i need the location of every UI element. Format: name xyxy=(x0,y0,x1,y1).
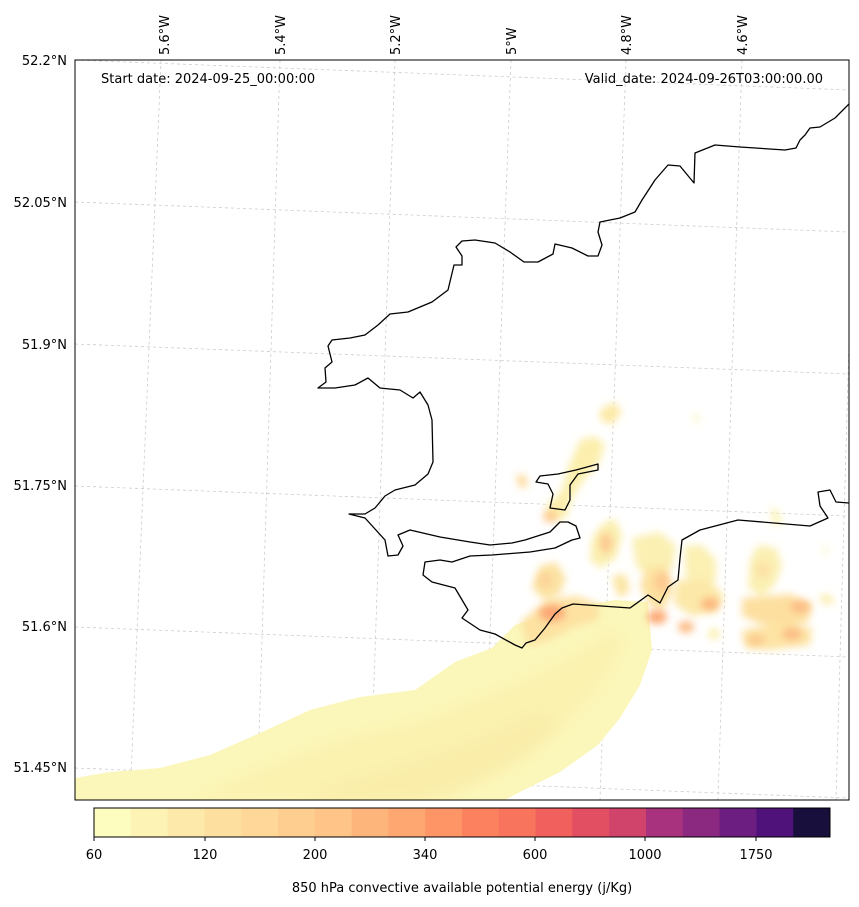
cape-cell-20 xyxy=(822,546,828,556)
colorbar-tick-label-60: 60 xyxy=(86,848,103,863)
colorbar-segment-19 xyxy=(793,808,831,837)
colorbar: 60 120 200 340 600 1000 1750 850 hPa con… xyxy=(86,807,831,896)
lat-label-51.9N: 51.9°N xyxy=(22,338,67,353)
colorbar-segment-12 xyxy=(535,808,573,837)
colorbar-segment-4 xyxy=(241,808,279,837)
cape-hotspot-9 xyxy=(655,572,669,592)
lat-label-51.6N: 51.6°N xyxy=(22,620,67,635)
lon-label-4.8W: 4.8°W xyxy=(620,15,635,55)
cape-hotspot-3 xyxy=(678,621,694,633)
valid-date-label: Valid_date: 2024-09-26T03:00:00.00 xyxy=(585,72,823,87)
cape-hotspot-10 xyxy=(538,572,552,588)
colorbar-tick-label-120: 120 xyxy=(193,848,218,863)
colorbar-segment-0 xyxy=(94,808,132,837)
colorbar-frame xyxy=(93,807,831,838)
cape-field xyxy=(75,402,834,800)
cape-hotspot-7 xyxy=(747,635,765,645)
lon-label-5.2W: 5.2°W xyxy=(389,15,404,55)
lon-label-5.4W: 5.4°W xyxy=(274,15,289,55)
colorbar-segment-14 xyxy=(609,808,647,837)
colorbar-ticks xyxy=(93,837,757,841)
start-date-label: Start date: 2024-09-25_00:00:00 xyxy=(101,72,315,87)
colorbar-segment-9 xyxy=(425,808,463,837)
cape-field-core xyxy=(300,710,560,800)
cape-cell-19 xyxy=(708,628,720,640)
colorbar-tick-label-340: 340 xyxy=(413,848,438,863)
colorbar-segment-17 xyxy=(719,808,757,837)
lon-label-5W: 5°W xyxy=(505,27,520,55)
cape-hotspot-1 xyxy=(539,605,565,621)
lat-label-52.05N: 52.05°N xyxy=(14,196,67,211)
colorbar-segment-18 xyxy=(756,808,794,837)
lat-label-52.2N: 52.2°N xyxy=(22,54,67,69)
cape-cell-6 xyxy=(770,508,782,526)
cape-cell-2 xyxy=(693,412,700,425)
coastline-north xyxy=(317,103,849,649)
lon-label-5.6W: 5.6°W xyxy=(158,15,173,55)
colorbar-segment-16 xyxy=(682,808,721,837)
cape-hotspot-11 xyxy=(756,562,770,578)
colorbar-segment-11 xyxy=(498,808,537,837)
colorbar-segment-2 xyxy=(167,808,205,837)
cape-hotspot-8 xyxy=(600,533,612,553)
colorbar-tick-label-600: 600 xyxy=(523,848,548,863)
colorbar-segment-1 xyxy=(130,808,169,837)
lon-label-4.6W: 4.6°W xyxy=(736,15,751,55)
colorbar-segments xyxy=(94,808,831,837)
cape-cell-4 xyxy=(516,474,528,488)
colorbar-title: 850 hPa convective available potential e… xyxy=(292,881,632,896)
lat-label-51.45N: 51.45°N xyxy=(14,761,67,776)
colorbar-segment-15 xyxy=(646,808,684,837)
colorbar-tick-label-1000: 1000 xyxy=(628,848,661,863)
colorbar-segment-8 xyxy=(388,808,426,837)
cape-cell-1 xyxy=(600,402,622,425)
colorbar-segment-6 xyxy=(314,808,353,837)
map-frame xyxy=(74,59,850,801)
lat-label-51.75N: 51.75°N xyxy=(14,479,67,494)
cape-hotspot-2 xyxy=(647,610,667,624)
cape-cell-9 xyxy=(684,545,716,586)
colorbar-segment-7 xyxy=(351,808,389,837)
colorbar-tick-label-1750: 1750 xyxy=(739,848,772,863)
colorbar-tick-label-200: 200 xyxy=(303,848,328,863)
colorbar-segment-5 xyxy=(278,808,316,837)
colorbar-segment-3 xyxy=(204,808,242,837)
coastlines xyxy=(317,103,849,649)
cape-hotspot-5 xyxy=(790,601,810,613)
cape-hotspot-4 xyxy=(701,598,719,610)
colorbar-segment-13 xyxy=(572,808,610,837)
cape-cell-16 xyxy=(820,594,834,604)
cape-cell-5 xyxy=(543,510,557,522)
cape-cell-12 xyxy=(612,574,630,598)
colorbar-segment-10 xyxy=(462,808,500,837)
coastline-inlet xyxy=(535,463,599,511)
cape-cell-3 xyxy=(546,436,605,522)
cape-hotspot-6 xyxy=(782,628,802,640)
